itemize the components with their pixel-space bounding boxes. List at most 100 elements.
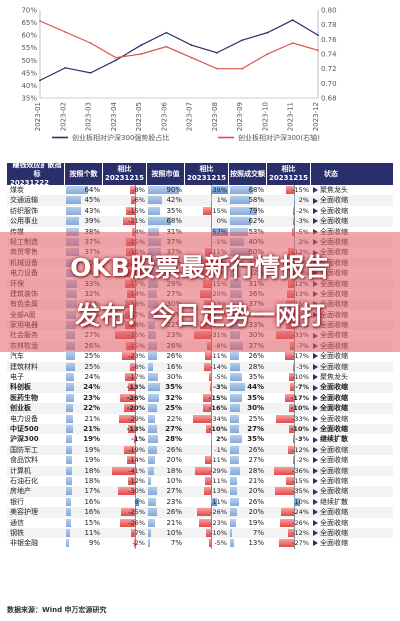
zero-line xyxy=(134,185,136,196)
series-point-2 xyxy=(216,67,218,70)
count-change-cell: -1% xyxy=(103,434,147,445)
arrow-icon xyxy=(313,374,318,381)
cap-change-cell: -29% xyxy=(185,465,229,476)
change-value: -26% xyxy=(126,393,145,402)
zero-line xyxy=(134,444,136,456)
headline-line-2: 发布！今日走势一网打 xyxy=(74,301,325,330)
value-text: 62% xyxy=(248,217,264,226)
y-left-tick-label: 60% xyxy=(21,32,37,40)
zero-line xyxy=(294,465,296,476)
state-cell: 全面收缩 xyxy=(311,351,351,361)
amount-cell: 26% xyxy=(229,497,267,507)
value-bar xyxy=(148,476,152,485)
change-value: -29% xyxy=(210,466,227,475)
value-bar xyxy=(148,508,157,517)
value-text: 24% xyxy=(83,383,100,392)
count-change-cell: -41% xyxy=(103,465,147,476)
value-text: 35% xyxy=(248,373,264,382)
source-note: 数据来源：Wind 申万宏源研究 xyxy=(7,606,107,614)
value-bar xyxy=(230,414,239,423)
series-point-2 xyxy=(241,67,244,70)
count-cell: 38% xyxy=(65,227,103,237)
value-text: 23% xyxy=(166,497,182,506)
value-bar xyxy=(66,508,72,517)
amount-cell: 58% xyxy=(229,195,267,205)
zero-line xyxy=(134,455,136,466)
zero-line xyxy=(211,382,213,393)
value-bar xyxy=(148,404,157,413)
table-row: 科创板 24% -13% 35% -3% 44% -7% 全面收缩 xyxy=(7,382,393,393)
state-text: 全面收缩 xyxy=(320,404,348,413)
value-text: 28% xyxy=(248,466,264,475)
state-text: 全面收缩 xyxy=(320,424,348,433)
amount-change-cell: -35% xyxy=(267,486,311,497)
count-change-cell: -21% xyxy=(103,216,147,227)
sector-name: 国防军工 xyxy=(10,445,38,454)
x-tick-label: 2023-07 xyxy=(186,102,194,131)
value-text: 10% xyxy=(166,476,182,485)
change-value: -2% xyxy=(296,206,309,215)
sector-name: 房地产 xyxy=(10,487,31,496)
cap-change-cell: 2% xyxy=(185,434,229,445)
zero-line xyxy=(211,507,213,518)
amount-change-cell: -2% xyxy=(267,455,311,466)
cap-change-cell: 0% xyxy=(185,216,229,227)
value-bar xyxy=(148,196,163,205)
zero-line xyxy=(294,382,296,393)
cap-cell: 10% xyxy=(147,476,185,486)
value-text: 31% xyxy=(166,228,182,236)
state-text: 全面收缩 xyxy=(320,362,348,371)
value-text: 22% xyxy=(83,404,100,413)
change-value: -33% xyxy=(292,414,309,423)
count-cell: 16% xyxy=(65,507,103,517)
state-cell: 全面收缩 xyxy=(311,507,351,517)
amount-cell: 30% xyxy=(229,403,267,413)
count-change-cell: -12% xyxy=(103,475,147,487)
change-value: -29% xyxy=(128,414,145,423)
change-value: -3% xyxy=(296,362,309,371)
change-bar xyxy=(205,528,212,537)
change-value: -10% xyxy=(210,528,227,537)
change-value: -3% xyxy=(296,217,309,226)
arrow-icon xyxy=(313,519,318,526)
amount-cell: 26% xyxy=(229,351,267,361)
amount-change-cell: -3% xyxy=(267,361,311,373)
zero-line xyxy=(294,226,296,237)
count-cell: 64% xyxy=(65,185,103,195)
cap-change-cell: -15% xyxy=(185,392,229,404)
value-text: 16% xyxy=(84,508,100,517)
cap-change-cell: 11% xyxy=(185,496,229,508)
value-text: 25% xyxy=(84,362,100,371)
zero-line xyxy=(134,351,136,362)
zero-line xyxy=(294,444,296,456)
series-point-1 xyxy=(39,79,41,82)
arrow-icon xyxy=(313,457,318,464)
value-text: 35% xyxy=(247,393,264,402)
count-change-cell: -8% xyxy=(103,185,147,196)
value-bar xyxy=(66,487,72,496)
series-point-1 xyxy=(291,19,294,21)
value-bar xyxy=(230,466,240,475)
cap-cell: 42% xyxy=(147,195,185,205)
change-bar xyxy=(120,518,135,527)
cap-change-cell: -5% xyxy=(185,372,229,383)
series-point-1 xyxy=(317,34,319,37)
value-text: 26% xyxy=(166,508,182,517)
value-bar xyxy=(148,445,157,454)
amount-cell: 68% xyxy=(229,185,267,195)
amount-change-cell: 10% xyxy=(267,496,311,508)
value-text: 45% xyxy=(84,196,100,205)
count-change-cell: -26% xyxy=(103,517,147,528)
state-cell: 聚焦龙头 xyxy=(311,185,351,195)
state-cell: 全面收缩 xyxy=(311,486,351,496)
value-bar xyxy=(230,539,235,548)
table-row: 银行 16% 8% 23% 11% 26% 10% 继续扩散 xyxy=(7,496,393,508)
sector-name: 创业板 xyxy=(10,404,31,413)
series-point-2 xyxy=(39,20,41,22)
arrow-icon xyxy=(313,498,318,505)
value-bar xyxy=(148,217,172,226)
cap-cell: 25% xyxy=(147,403,185,413)
sector-name: 沪深300 xyxy=(10,435,39,444)
sector-name: 计算机 xyxy=(10,466,31,475)
arrow-icon xyxy=(313,488,318,495)
